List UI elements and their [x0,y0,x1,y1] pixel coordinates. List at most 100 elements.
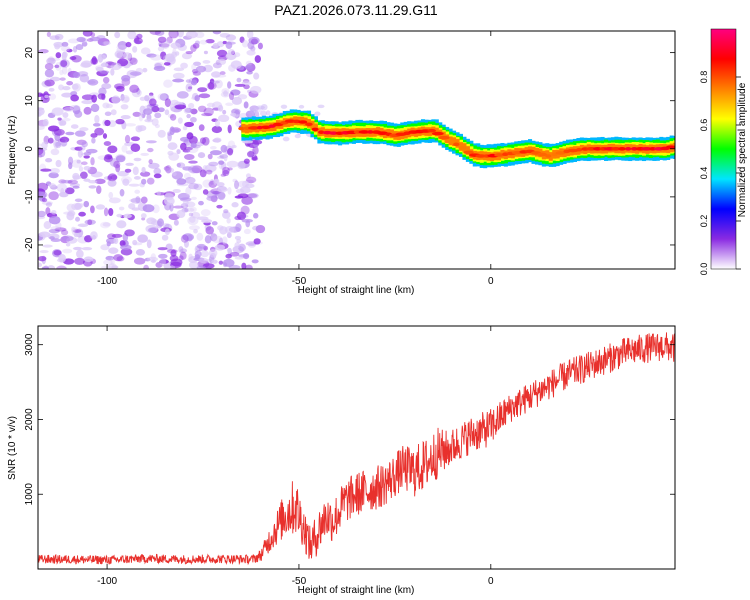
noise-blob [154,112,162,119]
noise-blob [223,209,229,214]
noise-blob [253,238,261,245]
noise-blob [99,70,110,74]
noise-blob [197,105,207,113]
noise-blob [153,167,162,175]
noise-blob [211,125,223,134]
noise-blob [234,256,245,260]
noise-blob [260,103,268,111]
noise-blob [69,104,81,111]
colorbar-tick-label: 0.4 [699,167,709,180]
noise-blob [66,203,76,212]
noise-blob [203,107,214,117]
noise-blob [76,249,84,259]
noise-blob [186,132,194,140]
noise-blob [222,166,230,175]
noise-blob [87,219,93,226]
noise-blob [123,52,132,59]
noise-blob [107,175,112,181]
noise-blob [81,141,88,148]
noise-blob [250,85,262,94]
noise-blob [218,260,224,265]
noise-blob [152,204,160,214]
noise-blob [61,66,68,75]
noise-blob [101,83,112,90]
noise-blob [211,71,221,78]
noise-blob [74,146,83,151]
noise-blob [105,255,115,261]
noise-blob [73,246,82,251]
noise-blob [39,191,48,198]
noise-blob [188,102,195,109]
spectrogram-x-axis-label: Height of straight line (km) [298,285,415,296]
noise-blob [38,182,49,192]
noise-blob [121,75,131,82]
noise-blob [108,191,114,199]
ridge-core [575,147,583,152]
noise-blob [198,200,204,206]
ridge-core [463,150,474,155]
noise-blob [54,64,60,69]
snr-series-line [38,332,675,566]
noise-blob [65,131,75,136]
noise-blob [72,185,80,189]
noise-blob [148,162,160,169]
noise-blob [108,247,119,254]
colorbar-label: Normalized spectral amplitude [737,82,748,217]
noise-blob [90,231,98,240]
noise-blob [56,183,68,193]
noise-blob [103,141,112,146]
noise-blob [124,134,131,144]
noise-blob [38,231,51,238]
noise-blob [209,78,215,84]
noise-blob [110,257,115,266]
noise-blob [55,159,62,168]
noise-blob [48,191,59,201]
noise-blob [213,137,222,143]
noise-blob [227,167,233,171]
ridge-core [438,135,450,140]
noise-blob [170,42,181,49]
noise-blob [132,111,142,117]
colorbar-ticks: 0.0 0.2 0.4 0.6 0.8 [699,71,741,275]
ridge-core [366,130,374,134]
noise-blob [182,200,189,205]
noise-blob [280,104,288,109]
ridge-core [545,154,552,158]
noise-blob [234,195,244,199]
noise-blob [222,109,227,115]
spectrogram-noise-blobs [38,31,341,269]
noise-blob [176,31,184,38]
noise-blob [163,196,175,206]
noise-blob [133,257,146,265]
noise-blob [185,31,198,39]
noise-blob [188,212,194,217]
noise-blob [130,197,143,204]
ridge-core [427,128,437,133]
noise-blob [184,154,195,161]
noise-blob [147,227,158,233]
noise-blob [84,219,96,225]
noise-blob [133,176,141,180]
noise-blob [45,207,51,216]
noise-blob [69,182,80,188]
spectrogram-x-tick-label: -50 [292,276,307,287]
noise-blob [217,58,227,65]
noise-blob [157,129,166,138]
ridge-segment [465,146,470,155]
noise-blob [140,196,148,204]
noise-blob [90,57,99,65]
noise-blob [180,234,189,243]
noise-blob [70,124,79,129]
noise-blob [78,166,84,172]
noise-blob [181,52,193,60]
noise-blob [257,42,263,50]
noise-blob [243,252,250,260]
noise-blob [73,71,81,79]
noise-blob [243,158,250,164]
noise-blob [162,223,170,229]
noise-blob [216,49,228,57]
noise-blob [148,98,157,107]
noise-blob [188,160,198,164]
noise-blob [133,157,142,162]
